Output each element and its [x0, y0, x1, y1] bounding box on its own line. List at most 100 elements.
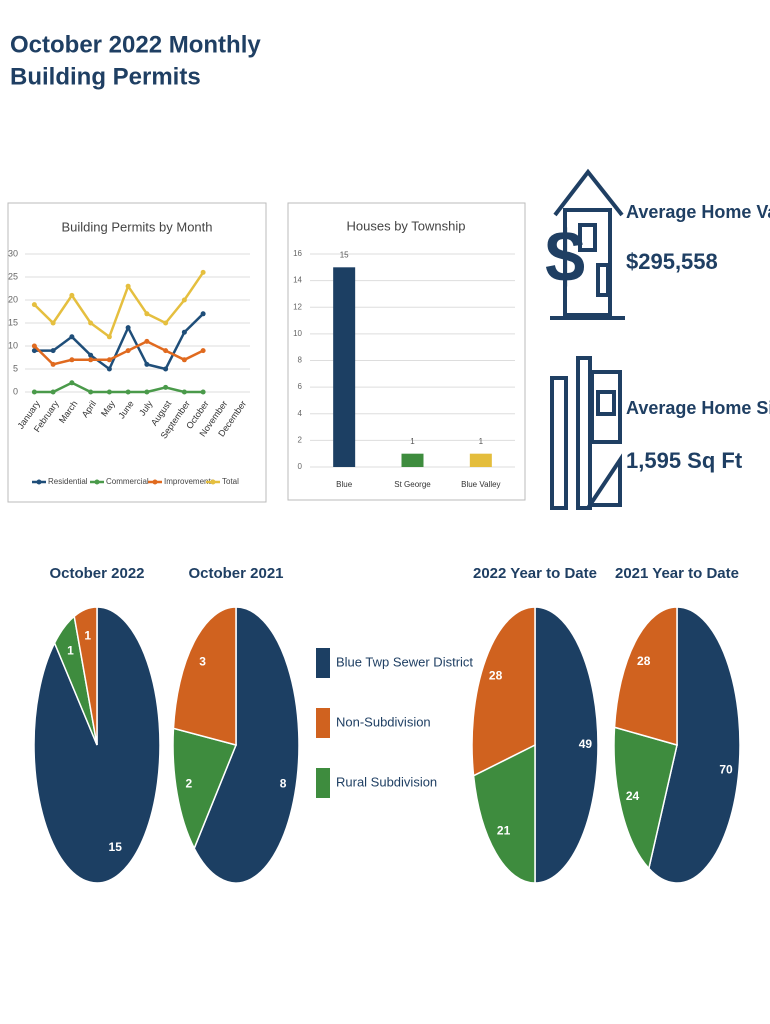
point	[144, 389, 150, 395]
data-label: 1	[410, 437, 415, 446]
data-label: 3	[199, 655, 206, 669]
legend-swatch	[94, 479, 100, 485]
data-label: 1	[84, 629, 91, 643]
y-tick-label: 12	[293, 302, 302, 311]
pie-slice	[613, 726, 678, 871]
series-line	[34, 312, 205, 371]
bar	[333, 267, 356, 467]
point	[200, 348, 206, 354]
chart-frame	[287, 202, 526, 501]
y-tick-label: 14	[293, 276, 302, 285]
y-tick-label: 16	[293, 249, 302, 258]
pie-slice	[193, 606, 300, 884]
pie-slice	[172, 727, 238, 851]
series-line	[33, 340, 204, 366]
data-label: 15	[109, 840, 123, 854]
point	[144, 338, 150, 344]
point	[88, 389, 94, 395]
point	[163, 366, 169, 372]
pie-title: October 2022	[49, 565, 144, 582]
legend-label: Blue Twp Sewer District	[336, 654, 473, 669]
data-label: 2	[186, 776, 193, 790]
legend-swatch	[316, 648, 330, 678]
pie-slice	[471, 606, 536, 777]
y-tick-label: 25	[8, 271, 18, 281]
chart-title: Houses by Township	[347, 218, 466, 233]
point	[50, 361, 56, 367]
data-label: 28	[637, 654, 651, 668]
point	[31, 343, 37, 349]
y-tick-label: 30	[8, 248, 18, 258]
pie-slice	[648, 606, 741, 884]
point	[125, 283, 131, 289]
data-label: 21	[497, 823, 511, 837]
data-label: 1	[479, 437, 484, 446]
point	[144, 311, 150, 317]
point	[106, 366, 112, 372]
y-tick-label: 0	[13, 386, 18, 396]
point	[106, 334, 112, 340]
chart-title: Building Permits by Month	[61, 219, 212, 234]
house-icon	[550, 168, 625, 320]
data-label: 49	[579, 737, 593, 751]
pie-slice	[472, 743, 536, 884]
point	[31, 302, 37, 308]
point	[31, 389, 37, 395]
y-tick-label: 2	[298, 435, 303, 444]
y-tick-label: 8	[298, 356, 303, 365]
y-tick-label: 20	[8, 294, 18, 304]
legend-label: Improvements	[164, 477, 215, 486]
legend-swatch	[36, 479, 42, 485]
stat-label: Average Home Value	[626, 202, 770, 222]
page-title: October 2022 Monthly	[10, 31, 261, 58]
point	[69, 357, 75, 363]
legend-label: Total	[222, 477, 239, 486]
y-tick-label: 15	[8, 317, 18, 327]
point	[31, 348, 37, 354]
legend-label: Rural Subdivision	[336, 774, 437, 789]
pie-title: 2021 Year to Date	[615, 565, 739, 582]
y-tick-label: 6	[298, 382, 303, 391]
x-tick-label: Blue	[336, 480, 353, 489]
point	[125, 325, 131, 331]
data-label: 70	[719, 763, 733, 777]
stat-value: $295,558	[626, 249, 718, 274]
y-tick-label: 5	[13, 363, 18, 373]
point	[69, 334, 75, 340]
data-label: 1	[67, 643, 74, 657]
y-tick-label: 10	[293, 329, 302, 338]
series-line	[33, 271, 205, 339]
data-label: 15	[340, 250, 349, 259]
legend-label: Commercial	[106, 477, 149, 486]
bar	[469, 453, 492, 467]
point	[163, 320, 169, 326]
point	[125, 348, 131, 354]
legend-swatch	[210, 479, 216, 485]
point	[50, 348, 56, 354]
x-tick-label: St George	[394, 480, 431, 489]
data-label: 8	[280, 776, 287, 790]
point	[125, 389, 131, 395]
tools-icon	[550, 356, 622, 510]
point	[50, 389, 56, 395]
point	[181, 329, 187, 335]
point	[163, 348, 169, 354]
dollar-icon: $	[545, 217, 585, 297]
point	[106, 357, 112, 363]
legend-label: Residential	[48, 477, 88, 486]
point	[181, 297, 187, 303]
pie-slice	[73, 606, 98, 746]
point	[181, 389, 187, 395]
point	[200, 389, 206, 395]
point	[200, 269, 206, 275]
y-tick-label: 4	[298, 409, 303, 418]
point	[200, 311, 206, 317]
point	[88, 320, 94, 326]
point	[69, 292, 75, 298]
point	[106, 389, 112, 395]
pie-title: 2022 Year to Date	[473, 565, 597, 582]
point	[88, 357, 94, 363]
stat-label: Average Home Size	[626, 398, 770, 418]
